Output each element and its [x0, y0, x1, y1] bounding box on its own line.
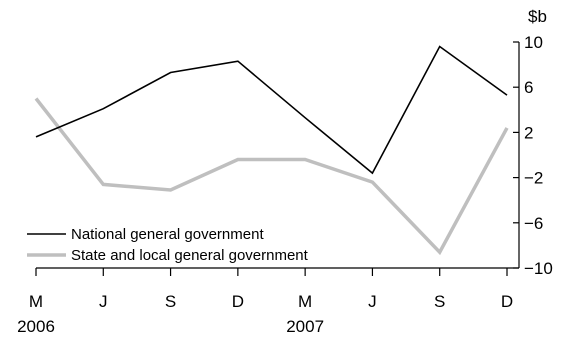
x-year-label: 2006 [17, 317, 55, 336]
x-tick-label: M [298, 292, 312, 311]
y-tick-label: −2 [524, 169, 543, 188]
x-tick-label: D [501, 292, 513, 311]
legend-label-state-local: State and local general government [71, 247, 309, 264]
x-tick-label: D [232, 292, 244, 311]
x-axis: M J S D M J S D 2006 2007 [17, 267, 519, 336]
x-year-label: 2007 [286, 317, 324, 336]
y-tick-label: −10 [524, 259, 553, 278]
y-tick-label: 10 [524, 33, 543, 52]
x-tick-label: J [368, 292, 377, 311]
legend: National general government State and lo… [27, 226, 309, 264]
x-tick-label: S [165, 292, 176, 311]
y-tick-label: 2 [524, 123, 533, 142]
series-line-state-local [34, 97, 509, 256]
plot-area [34, 45, 509, 256]
x-tick-label: S [434, 292, 445, 311]
y-axis-unit-label: $b [528, 7, 547, 26]
y-tick-label: 6 [524, 78, 533, 97]
legend-label-national: National general government [71, 226, 264, 243]
y-axis: $b 10 6 2 −2 −6 −10 [513, 7, 553, 278]
x-tick-label: J [99, 292, 108, 311]
x-tick-label: M [29, 292, 43, 311]
series-line-national [35, 45, 508, 175]
y-tick-label: −6 [524, 214, 543, 233]
